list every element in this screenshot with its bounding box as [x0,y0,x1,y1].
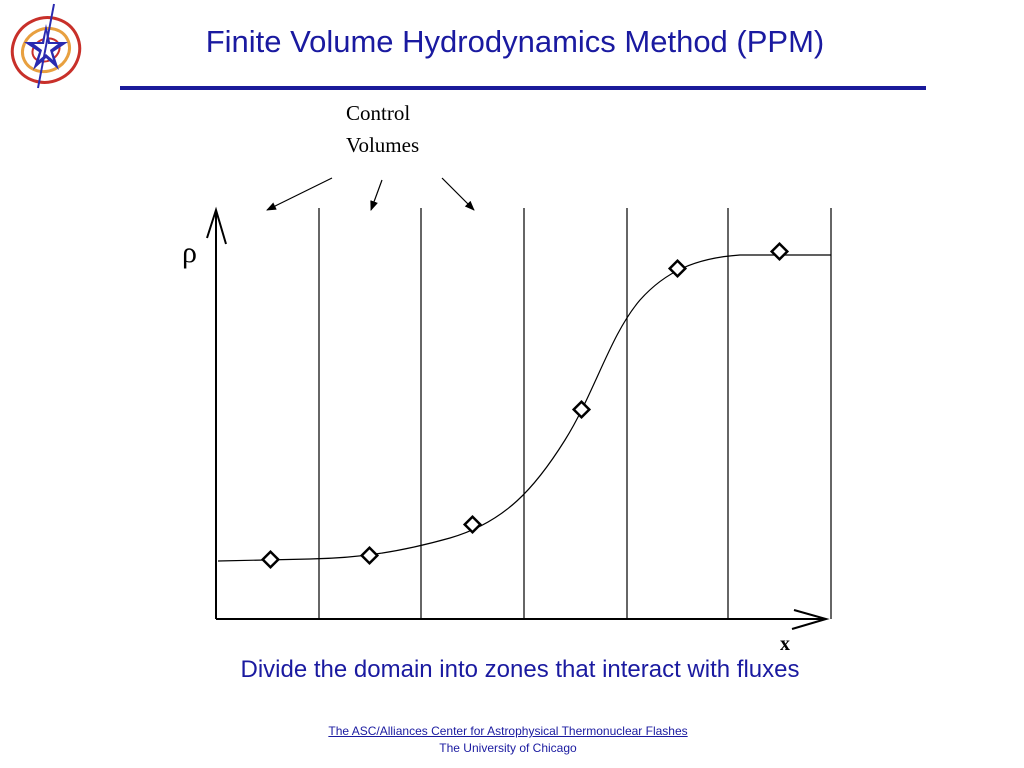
y-axis-arrowhead [206,206,227,245]
x-axis-label: x [780,633,790,655]
slide-caption: Divide the domain into zones that intera… [240,656,800,683]
y-axis-label: ρ [182,236,197,269]
zone-average-marker [462,514,483,535]
zone-average-markers [260,241,790,570]
zone-average-marker [260,549,281,570]
title-divider [120,86,926,90]
zone-average-marker [769,241,790,262]
annotation-control: Control [346,101,410,125]
page-title: Finite Volume Hydrodynamics Method (PPM) [205,24,825,59]
annotation-volumes: Volumes [346,133,419,157]
annotation-arrow-middle [370,179,383,211]
center-homepage-link[interactable]: The ASC/Alliances Center for Astrophysic… [328,724,688,738]
zone-average-marker [359,545,380,566]
density-profile-curve [217,254,831,562]
flash-center-logo-icon [10,3,82,89]
zone-average-marker [667,258,688,279]
annotation-arrow-left [266,177,333,211]
zone-average-marker [571,399,592,420]
x-axis-arrowhead [791,609,830,630]
university-name: The University of Chicago [439,741,577,755]
annotation-arrow-right [441,177,475,211]
